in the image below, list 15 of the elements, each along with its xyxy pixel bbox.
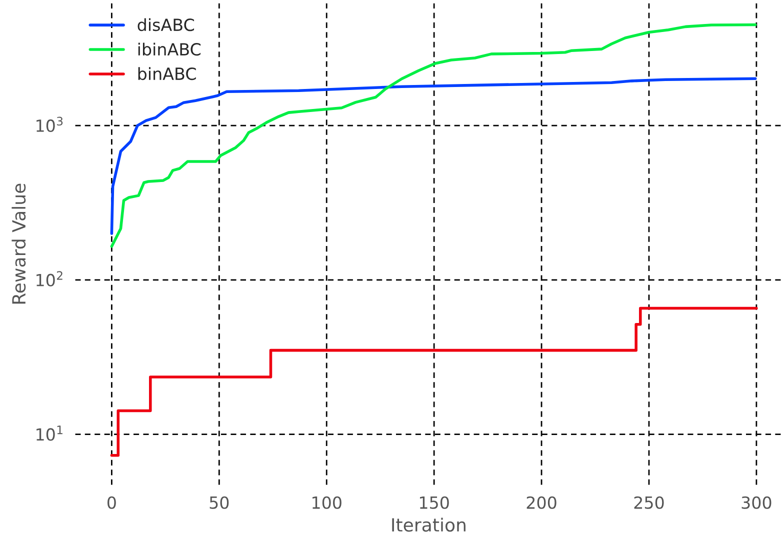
x-tick-label: 250 <box>634 496 664 509</box>
x-tick-label: 300 <box>742 496 772 509</box>
legend-label: binABC <box>138 67 196 80</box>
x-axis-title: Iteration <box>392 518 466 532</box>
x-tick-label: 150 <box>420 496 449 509</box>
legend-label: ibinABC <box>138 42 201 56</box>
y-tick-label: 10$^{2}$ <box>36 271 62 286</box>
y-axis-title: Reward Value <box>12 184 26 304</box>
x-tick-label: 0 <box>108 496 116 509</box>
x-tick-label: 100 <box>312 496 342 509</box>
legend-label: disABC <box>138 18 194 32</box>
y-tick-label: 10$^{3}$ <box>36 116 63 132</box>
y-tick-label: 10$^{1}$ <box>36 426 62 441</box>
x-tick-label: 50 <box>210 496 229 509</box>
x-tick-label: 200 <box>526 496 556 509</box>
